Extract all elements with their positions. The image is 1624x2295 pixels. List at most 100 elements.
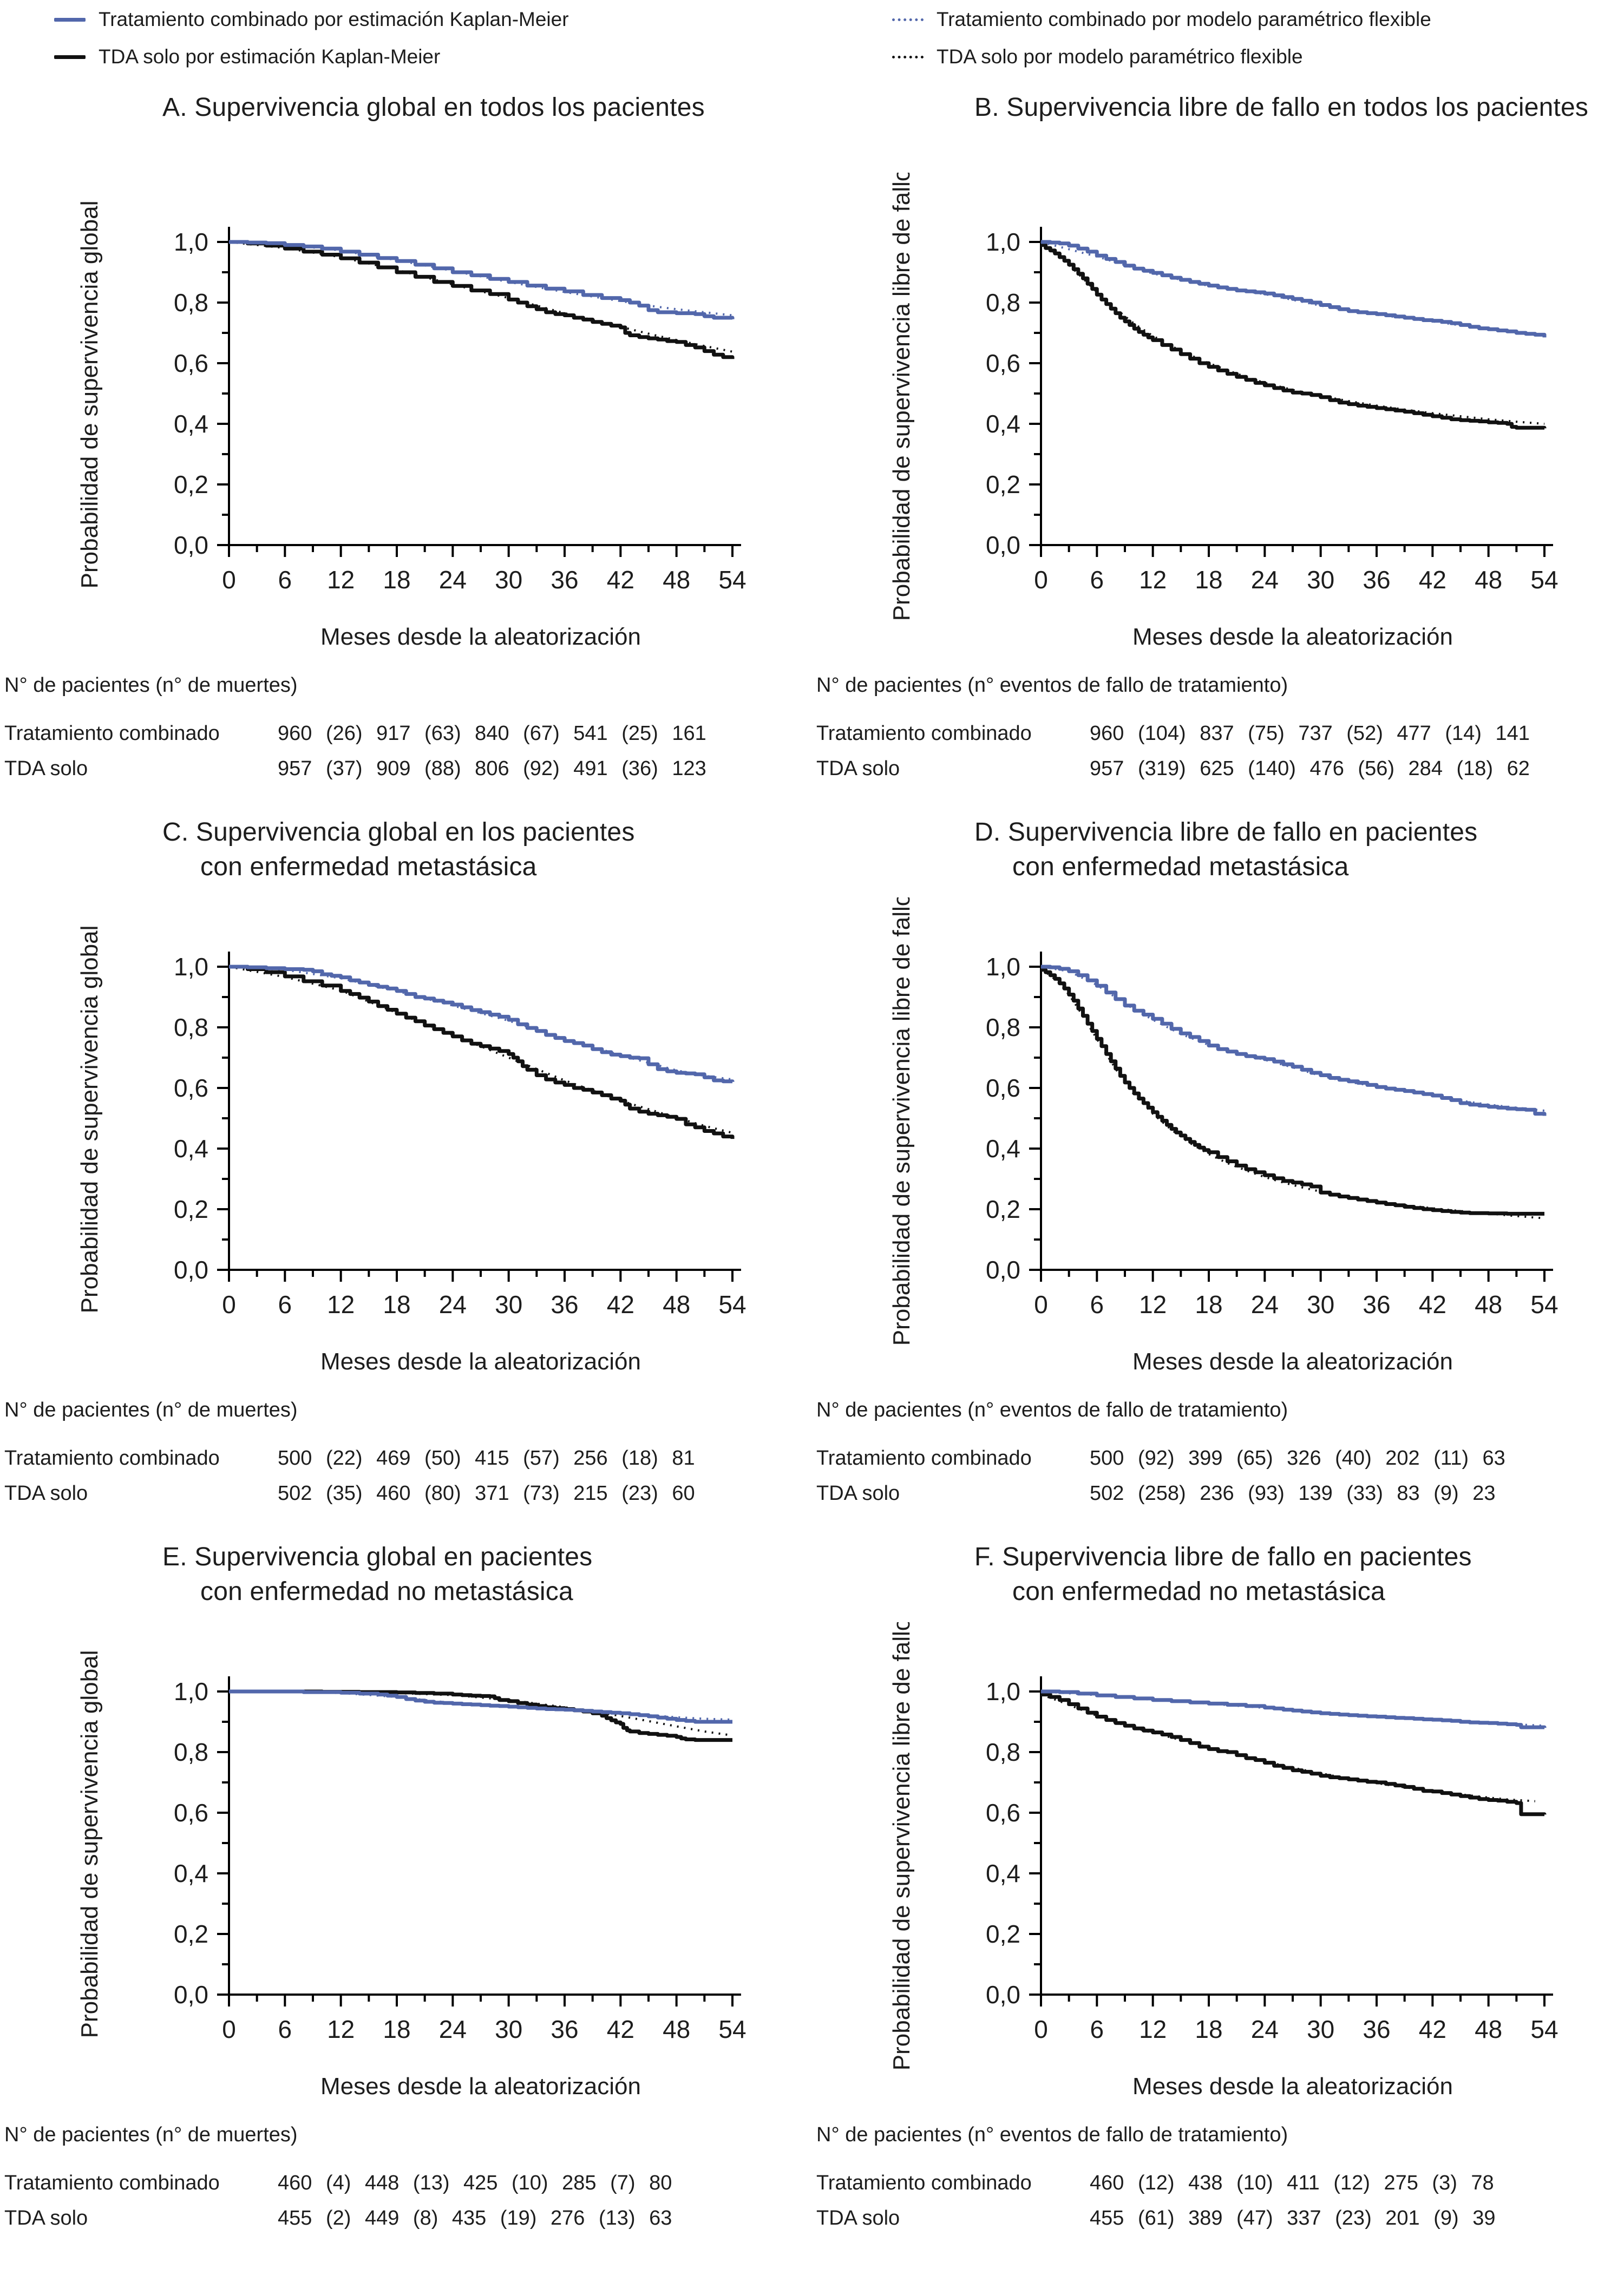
legend-item-combined-parametric: Tratamiento combinado por modelo paramét… (892, 8, 1624, 31)
x-tick-label: 6 (278, 1290, 292, 1319)
series-f-2 (1041, 1693, 1547, 1817)
series-a-2 (229, 240, 735, 359)
panel-a-risk-table: N° de pacientes (n° de muertes) Tratamie… (0, 674, 812, 792)
risk-table-header: N° de pacientes (n° de muertes) (4, 2123, 298, 2147)
risk-row-label: Tratamiento combinado (816, 722, 1032, 745)
panel-f-plot: Probabilidad de supervivencia libre de f… (888, 1622, 1558, 2100)
table-row: TDA solo 502 (35) 460 (80) 371 (73) 215 … (4, 1482, 812, 1505)
x-tick-label: 6 (278, 566, 292, 594)
y-tick-label: 0,6 (986, 349, 1020, 377)
x-tick-label: 6 (278, 2015, 292, 2043)
y-tick-label: 0,6 (174, 349, 208, 377)
x-tick-label: 18 (1195, 2015, 1222, 2043)
series-b-3 (1041, 240, 1547, 338)
x-tick-label: 18 (383, 1290, 410, 1319)
y-tick-label: 0,4 (986, 1859, 1020, 1887)
y-axis-label: Probabilidad de supervivencia libre de f… (888, 173, 915, 621)
x-axis-label: Meses desde la aleatorización (320, 624, 641, 650)
legend-item-tda-km: TDA solo por estimación Kaplan-Meier (54, 45, 812, 68)
table-row: Tratamiento combinado 460 (12) 438 (10) … (816, 2172, 1624, 2195)
panel-d-risk-table: N° de pacientes (n° eventos de fallo de … (812, 1399, 1624, 1517)
x-tick-label: 6 (1090, 1290, 1104, 1319)
table-row: TDA solo 455 (61) 389 (47) 337 (23) 201 … (816, 2207, 1624, 2230)
x-tick-label: 12 (327, 2015, 355, 2043)
y-tick-label: 0,6 (986, 1074, 1020, 1102)
x-tick-label: 42 (607, 1290, 634, 1319)
x-tick-label: 24 (439, 566, 467, 594)
series-a-3 (229, 240, 735, 320)
x-tick-label: 0 (1034, 566, 1048, 594)
risk-row-values: 455 (2) 449 (8) 435 (19) 276 (13) 63 (278, 2207, 672, 2230)
series-e-3 (229, 1689, 732, 1724)
y-tick-label: 0,0 (174, 1981, 208, 2009)
panel-title-line1: B. Supervivencia libre de fallo en todos… (974, 93, 1589, 122)
legend-column-left: Tratamiento combinado por estimación Kap… (0, 8, 812, 68)
series-e-0 (228, 1690, 733, 1721)
x-tick-label: 48 (663, 1290, 690, 1319)
series-c-1 (228, 966, 733, 1135)
series-c-3 (229, 965, 735, 1084)
y-tick-label: 1,0 (174, 1677, 208, 1706)
x-tick-label: 36 (551, 2015, 578, 2043)
legend-label: TDA solo por estimación Kaplan-Meier (99, 45, 441, 68)
y-axis-label: Probabilidad de supervivencia global (76, 1650, 103, 2038)
risk-row-label: TDA solo (816, 1482, 900, 1505)
panel-b-risk-table: N° de pacientes (n° eventos de fallo de … (812, 674, 1624, 792)
risk-row-values: 957 (37) 909 (88) 806 (92) 491 (36) 123 (278, 757, 706, 781)
y-tick-label: 1,0 (174, 228, 208, 256)
panel-e-title: E. Supervivencia global en pacientes con… (162, 1540, 812, 1622)
y-axis-label: Probabilidad de supervivencia global (76, 201, 103, 589)
x-tick-label: 36 (1363, 566, 1390, 594)
table-row: Tratamiento combinado 960 (104) 837 (75)… (816, 722, 1624, 745)
panel-a: A. Supervivencia global en todos los pac… (0, 68, 812, 792)
table-row: TDA solo 502 (258) 236 (93) 139 (33) 83 … (816, 1482, 1624, 1505)
y-tick-label: 0,8 (174, 1013, 208, 1041)
y-tick-label: 0,8 (986, 288, 1020, 317)
series-b-2 (1041, 243, 1547, 430)
panel-title-line1: D. Supervivencia libre de fallo en pacie… (974, 818, 1478, 847)
x-tick-label: 36 (551, 1290, 578, 1319)
x-tick-label: 30 (1307, 1290, 1334, 1319)
x-tick-label: 42 (1419, 2015, 1446, 2043)
x-tick-label: 18 (1195, 566, 1222, 594)
x-tick-label: 42 (607, 2015, 634, 2043)
panel-e-plot: Probabilidad de supervivencia global Mes… (76, 1650, 746, 2100)
legend-label: TDA solo por modelo paramétrico flexible (937, 45, 1303, 68)
panel-b-plot: Probabilidad de supervivencia libre de f… (888, 173, 1558, 650)
y-tick-label: 0,2 (986, 1195, 1020, 1223)
panel-f-title: F. Supervivencia libre de fallo en pacie… (974, 1540, 1624, 1622)
panel-grid: A. Supervivencia global en todos los pac… (0, 68, 1624, 2242)
y-tick-label: 0,8 (174, 1738, 208, 1766)
y-tick-label: 0,4 (986, 410, 1020, 438)
x-tick-label: 30 (1307, 2015, 1334, 2043)
x-tick-label: 54 (718, 566, 746, 594)
panel-e-risk-table: N° de pacientes (n° de muertes) Tratamie… (0, 2123, 812, 2242)
y-tick-label: 0,2 (174, 1920, 208, 1948)
x-tick-label: 0 (222, 2015, 236, 2043)
panel-b-title: B. Supervivencia libre de fallo en todos… (974, 90, 1624, 173)
x-tick-label: 42 (607, 566, 634, 594)
x-tick-label: 42 (1419, 566, 1446, 594)
x-tick-label: 12 (1139, 1290, 1167, 1319)
x-tick-label: 30 (495, 2015, 522, 2043)
y-tick-label: 0,2 (174, 1195, 208, 1223)
risk-row-values: 957 (319) 625 (140) 476 (56) 284 (18) 62 (1090, 757, 1530, 781)
table-row: TDA solo 957 (319) 625 (140) 476 (56) 28… (816, 757, 1624, 781)
risk-row-values: 960 (104) 837 (75) 737 (52) 477 (14) 141 (1090, 722, 1530, 745)
x-tick-label: 48 (1475, 566, 1502, 594)
x-tick-label: 54 (1530, 1290, 1558, 1319)
panel-title-line1: A. Supervivencia global en todos los pac… (162, 93, 705, 122)
x-tick-label: 6 (1090, 566, 1104, 594)
y-tick-label: 0,4 (986, 1135, 1020, 1163)
x-tick-label: 18 (383, 566, 410, 594)
x-tick-label: 24 (1251, 566, 1279, 594)
x-tick-label: 12 (327, 566, 355, 594)
risk-row-label: Tratamiento combinado (816, 2172, 1032, 2195)
series-e-1 (229, 1690, 733, 1737)
y-tick-label: 1,0 (986, 1677, 1020, 1706)
x-tick-label: 12 (1139, 2015, 1167, 2043)
panel-title-line2: con enfermedad metastásica (200, 852, 537, 881)
risk-row-label: TDA solo (4, 1482, 88, 1505)
legend-item-tda-parametric: TDA solo por modelo paramétrico flexible (892, 45, 1624, 68)
x-tick-label: 36 (1363, 1290, 1390, 1319)
